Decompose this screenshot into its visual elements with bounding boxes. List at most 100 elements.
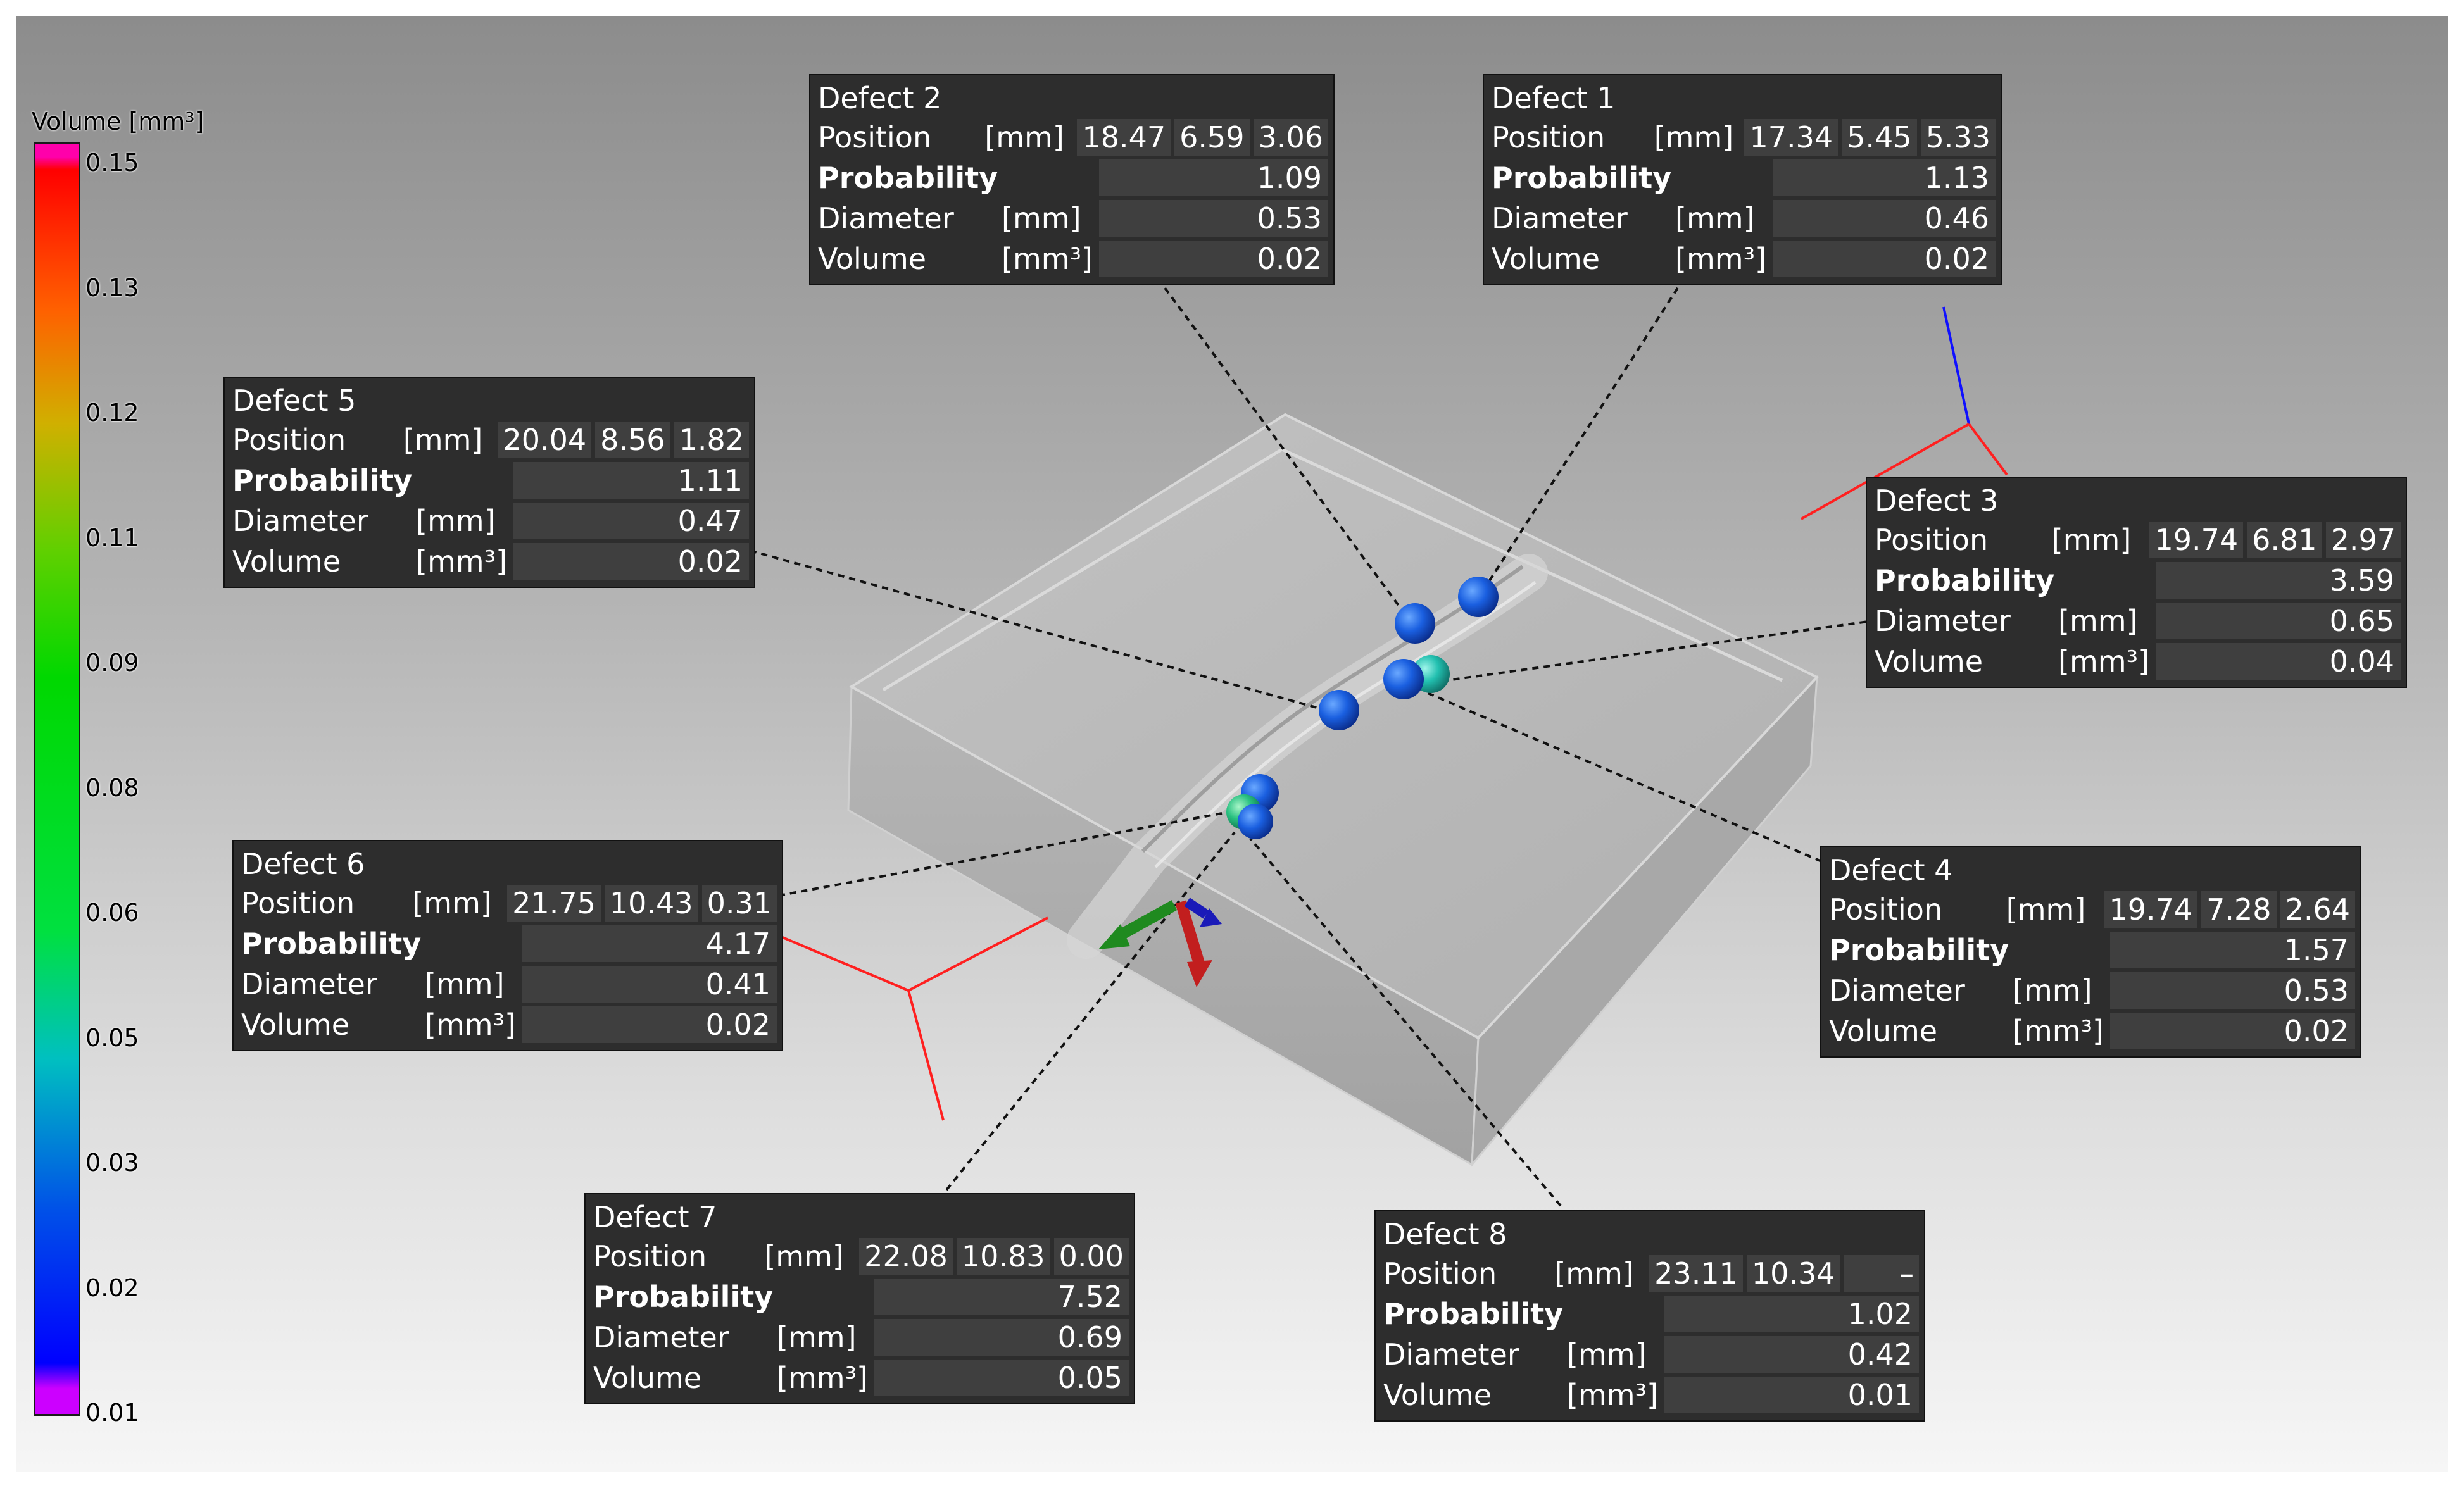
position-z: 1.82 [674,422,749,458]
leader-lines [750,287,1878,1207]
diameter-value: 0.53 [1099,200,1328,237]
volume-unit: [mm³] [1675,242,1766,276]
position-unit: [mm] [1654,120,1734,154]
3d-scene[interactable] [16,16,2448,1472]
weld-ridge [1141,565,1524,853]
probability-value: 1.13 [1773,159,1996,196]
leader-defect-7 [945,831,1236,1191]
probability-value: 1.09 [1099,159,1328,196]
volume-value: 0.05 [874,1360,1129,1396]
probability-value: 1.02 [1664,1296,1919,1332]
diameter-unit: [mm] [416,504,496,538]
position-x: 20.04 [498,422,592,458]
volume-value: 0.02 [1773,241,1996,277]
defect-4-sphere[interactable] [1383,659,1424,699]
volume-unit: [mm³] [1567,1378,1658,1412]
volume-unit: [mm³] [425,1008,516,1042]
defect-6-panel[interactable]: Defect 6 Position [mm] 21.75 10.43 0.31 Pro… [232,840,783,1051]
diameter-value: 0.69 [874,1319,1129,1356]
position-label: Position [232,423,346,457]
legend-tick-0.02: 0.02 [85,1274,139,1302]
volume-label: Volume [1383,1378,1492,1412]
legend-tick-0.01: 0.01 [85,1399,139,1427]
position-x: 17.34 [1744,119,1839,156]
diameter-label: Diameter [1383,1337,1519,1372]
diameter-value: 0.65 [2156,603,2401,639]
position-z: 0.00 [1053,1238,1129,1275]
legend-tick-0.09: 0.09 [85,649,139,677]
legend-tick-0.08: 0.08 [85,774,139,802]
defect-2-sphere[interactable] [1395,603,1435,644]
legend-tick-0.06: 0.06 [85,899,139,927]
diameter-value: 0.41 [522,966,777,1003]
defect-1-sphere[interactable] [1458,577,1499,617]
position-y: 10.83 [956,1238,1050,1275]
probability-label: Probability [818,161,998,195]
position-x: 18.47 [1077,119,1171,156]
diameter-unit: [mm] [2013,973,2092,1008]
defect-5-title: Defect 5 [232,384,356,418]
volume-value: 0.02 [522,1006,777,1043]
position-z: 2.64 [2280,891,2355,928]
volume-label: Volume [1492,242,1600,276]
specimen-block [847,413,1820,1168]
volume-unit: [mm³] [2058,644,2149,678]
legend-tick-0.11: 0.11 [85,524,139,552]
diameter-unit: [mm] [425,967,505,1001]
probability-value: 3.59 [2156,562,2401,599]
position-y: 8.56 [595,422,670,458]
leader-defect-8 [1249,837,1562,1207]
3d-viewport[interactable]: Volume [mm³] 0.15 0.13 0.12 0.11 0.09 0.… [16,16,2448,1472]
leader-defect-1 [1477,287,1679,599]
volume-value: 0.02 [513,543,749,580]
legend-tick-0.12: 0.12 [85,399,139,427]
position-label: Position [593,1239,707,1273]
volume-value: 0.02 [2110,1013,2355,1049]
diameter-unit: [mm] [777,1320,857,1354]
diameter-label: Diameter [593,1320,729,1354]
legend-tick-0.13: 0.13 [85,274,139,302]
position-label: Position [1492,120,1606,154]
defect-markers[interactable] [1226,577,1499,839]
diameter-value: 0.47 [513,503,749,539]
probability-label: Probability [241,927,422,961]
defect-4-panel[interactable]: Defect 4 Position [mm] 19.74 7.28 2.64 Prob… [1820,846,2361,1058]
diameter-label: Diameter [1875,604,2011,638]
diameter-value: 0.46 [1773,200,1996,237]
weld-ridge-2 [1154,580,1537,868]
probability-label: Probability [1383,1297,1564,1331]
diameter-label: Diameter [241,967,377,1001]
position-unit: [mm] [764,1239,844,1273]
block-inner-edge [882,447,1783,692]
bounding-lines [765,306,2008,1121]
position-y: 6.81 [2247,522,2322,558]
position-z: –1.43 [1844,1255,1919,1327]
volume-label: Volume [1875,644,1983,678]
volume-value: 0.02 [1099,241,1328,277]
diameter-unit: [mm] [2058,604,2138,638]
orientation-gizmo[interactable] [1098,897,1222,987]
diameter-value: 0.53 [2110,972,2355,1009]
defect-5-sphere[interactable] [1319,690,1359,730]
defect-7-panel[interactable]: Defect 7 Position [mm] 22.08 10.83 0.00 Pro… [584,1193,1135,1404]
defect-8-sphere[interactable] [1238,804,1273,839]
leader-defect-5 [750,549,1333,713]
defect-5-panel[interactable]: Defect 5 Position [mm] 20.04 8.56 1.82 Prob… [223,377,755,588]
position-label: Position [1875,523,1989,557]
volume-label: Volume [1829,1014,1938,1048]
diameter-value: 0.42 [1664,1336,1919,1373]
leader-defect-3 [1424,619,1878,685]
defect-1-panel[interactable]: Defect 1 Position [mm] 17.34 5.45 5.33 Prob… [1483,74,2002,285]
volume-unit: [mm³] [2013,1014,2104,1048]
probability-value: 7.52 [874,1279,1129,1315]
position-x: 21.75 [507,885,601,922]
legend-title: Volume [mm³] [32,108,204,135]
volume-label: Volume [241,1008,350,1042]
volume-unit: [mm³] [777,1361,868,1395]
defect-2-panel[interactable]: Defect 2 Position [mm] 18.47 6.59 3.06 Prob… [809,74,1335,285]
position-unit: [mm] [984,120,1064,154]
defect-3-panel[interactable]: Defect 3 Position [mm] 19.74 6.81 2.97 Prob… [1866,477,2407,688]
volume-label: Volume [593,1361,702,1395]
position-z: 5.33 [1920,119,1996,156]
